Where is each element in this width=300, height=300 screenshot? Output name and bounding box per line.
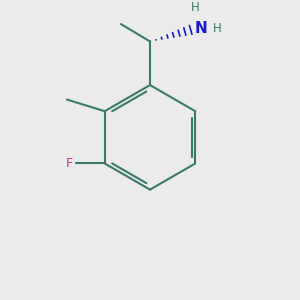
Text: H: H (212, 22, 221, 35)
Text: F: F (66, 157, 73, 170)
Text: N: N (195, 21, 208, 36)
Text: H: H (190, 1, 200, 14)
